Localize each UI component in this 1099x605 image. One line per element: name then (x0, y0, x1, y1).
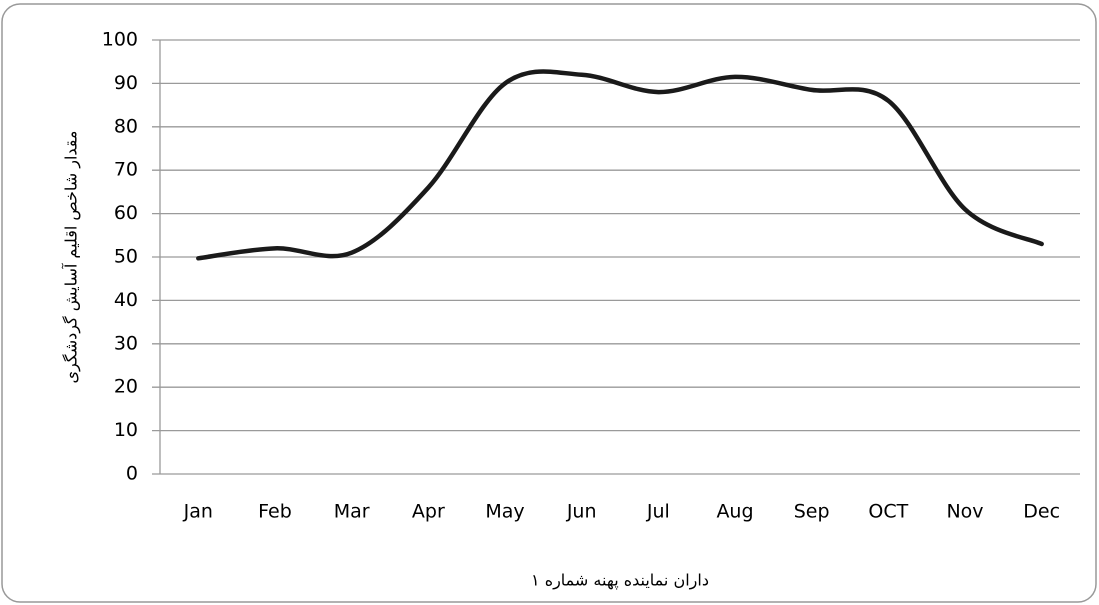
chart-frame (2, 4, 1096, 602)
y-axis-label: مقدار شاخص اقلیم آسایش گردشگری (62, 131, 82, 384)
x-tick-label: OCT (868, 501, 908, 523)
y-tick-label: 90 (114, 72, 138, 94)
x-tick-label: Jul (646, 501, 670, 523)
y-tick-label: 0 (126, 463, 138, 485)
x-tick-label: Apr (412, 501, 445, 523)
chart: مقدار شاخص اقلیم آسایش گردشگری داران نما… (0, 0, 1099, 605)
y-tick-label: 70 (114, 159, 138, 181)
y-tick-label: 30 (114, 332, 138, 354)
y-tick-label: 40 (114, 289, 138, 311)
x-tick-label: Mar (334, 501, 370, 523)
x-axis-label: داران نماینده پهنه شماره ۱ (531, 571, 709, 591)
x-tick-label: Jun (566, 501, 597, 523)
x-tick-label: Sep (794, 501, 830, 523)
x-tick-label: Nov (946, 501, 983, 523)
y-tick-label: 10 (114, 419, 138, 441)
x-tick-label: Aug (716, 501, 753, 523)
x-tick-label: Dec (1023, 501, 1060, 523)
x-tick-label: Jan (183, 501, 213, 523)
y-tick-label: 60 (114, 202, 138, 224)
y-tick-label: 80 (114, 115, 138, 137)
y-tick-label: 100 (102, 29, 138, 51)
x-tick-label: Feb (258, 501, 292, 523)
x-tick-label: May (485, 501, 524, 523)
y-tick-label: 20 (114, 376, 138, 398)
y-tick-label: 50 (114, 246, 138, 268)
